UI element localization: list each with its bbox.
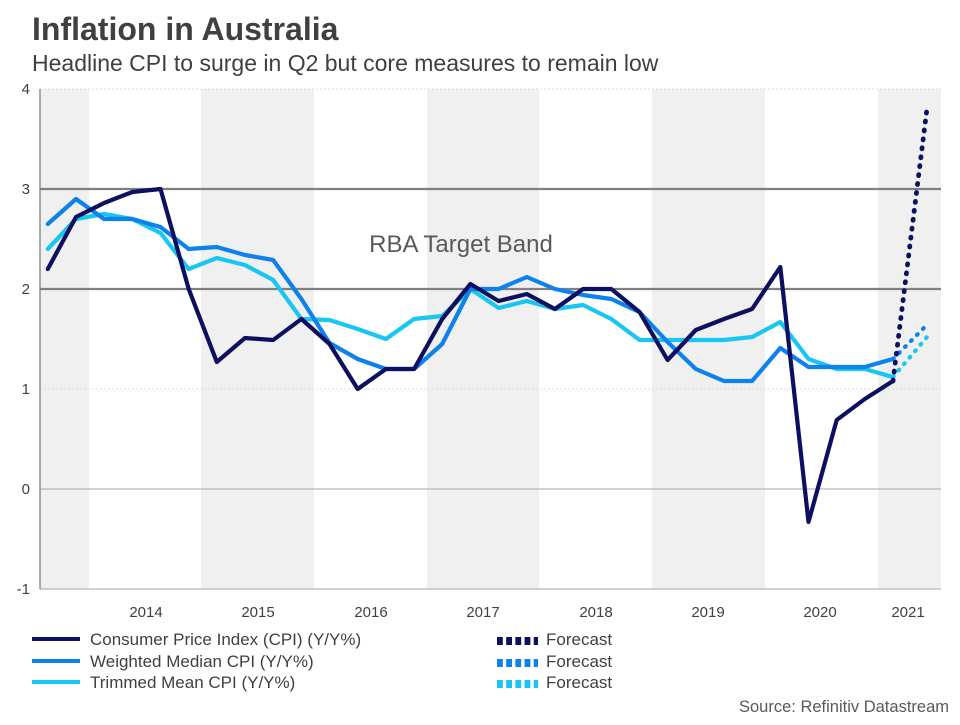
svg-text:2014: 2014	[129, 604, 162, 621]
svg-text:2019: 2019	[691, 604, 724, 621]
svg-text:2020: 2020	[803, 604, 836, 621]
svg-text:1: 1	[22, 381, 30, 398]
svg-text:RBA Target Band: RBA Target Band	[369, 231, 553, 258]
svg-text:-1: -1	[17, 581, 30, 598]
svg-text:2017: 2017	[466, 604, 499, 621]
svg-text:0: 0	[22, 481, 30, 498]
svg-text:2: 2	[22, 281, 30, 298]
svg-text:3: 3	[22, 181, 30, 198]
svg-text:2021: 2021	[891, 604, 924, 621]
svg-text:2016: 2016	[354, 604, 387, 621]
svg-text:2018: 2018	[579, 604, 612, 621]
svg-text:4: 4	[22, 81, 30, 98]
svg-text:2015: 2015	[241, 604, 274, 621]
